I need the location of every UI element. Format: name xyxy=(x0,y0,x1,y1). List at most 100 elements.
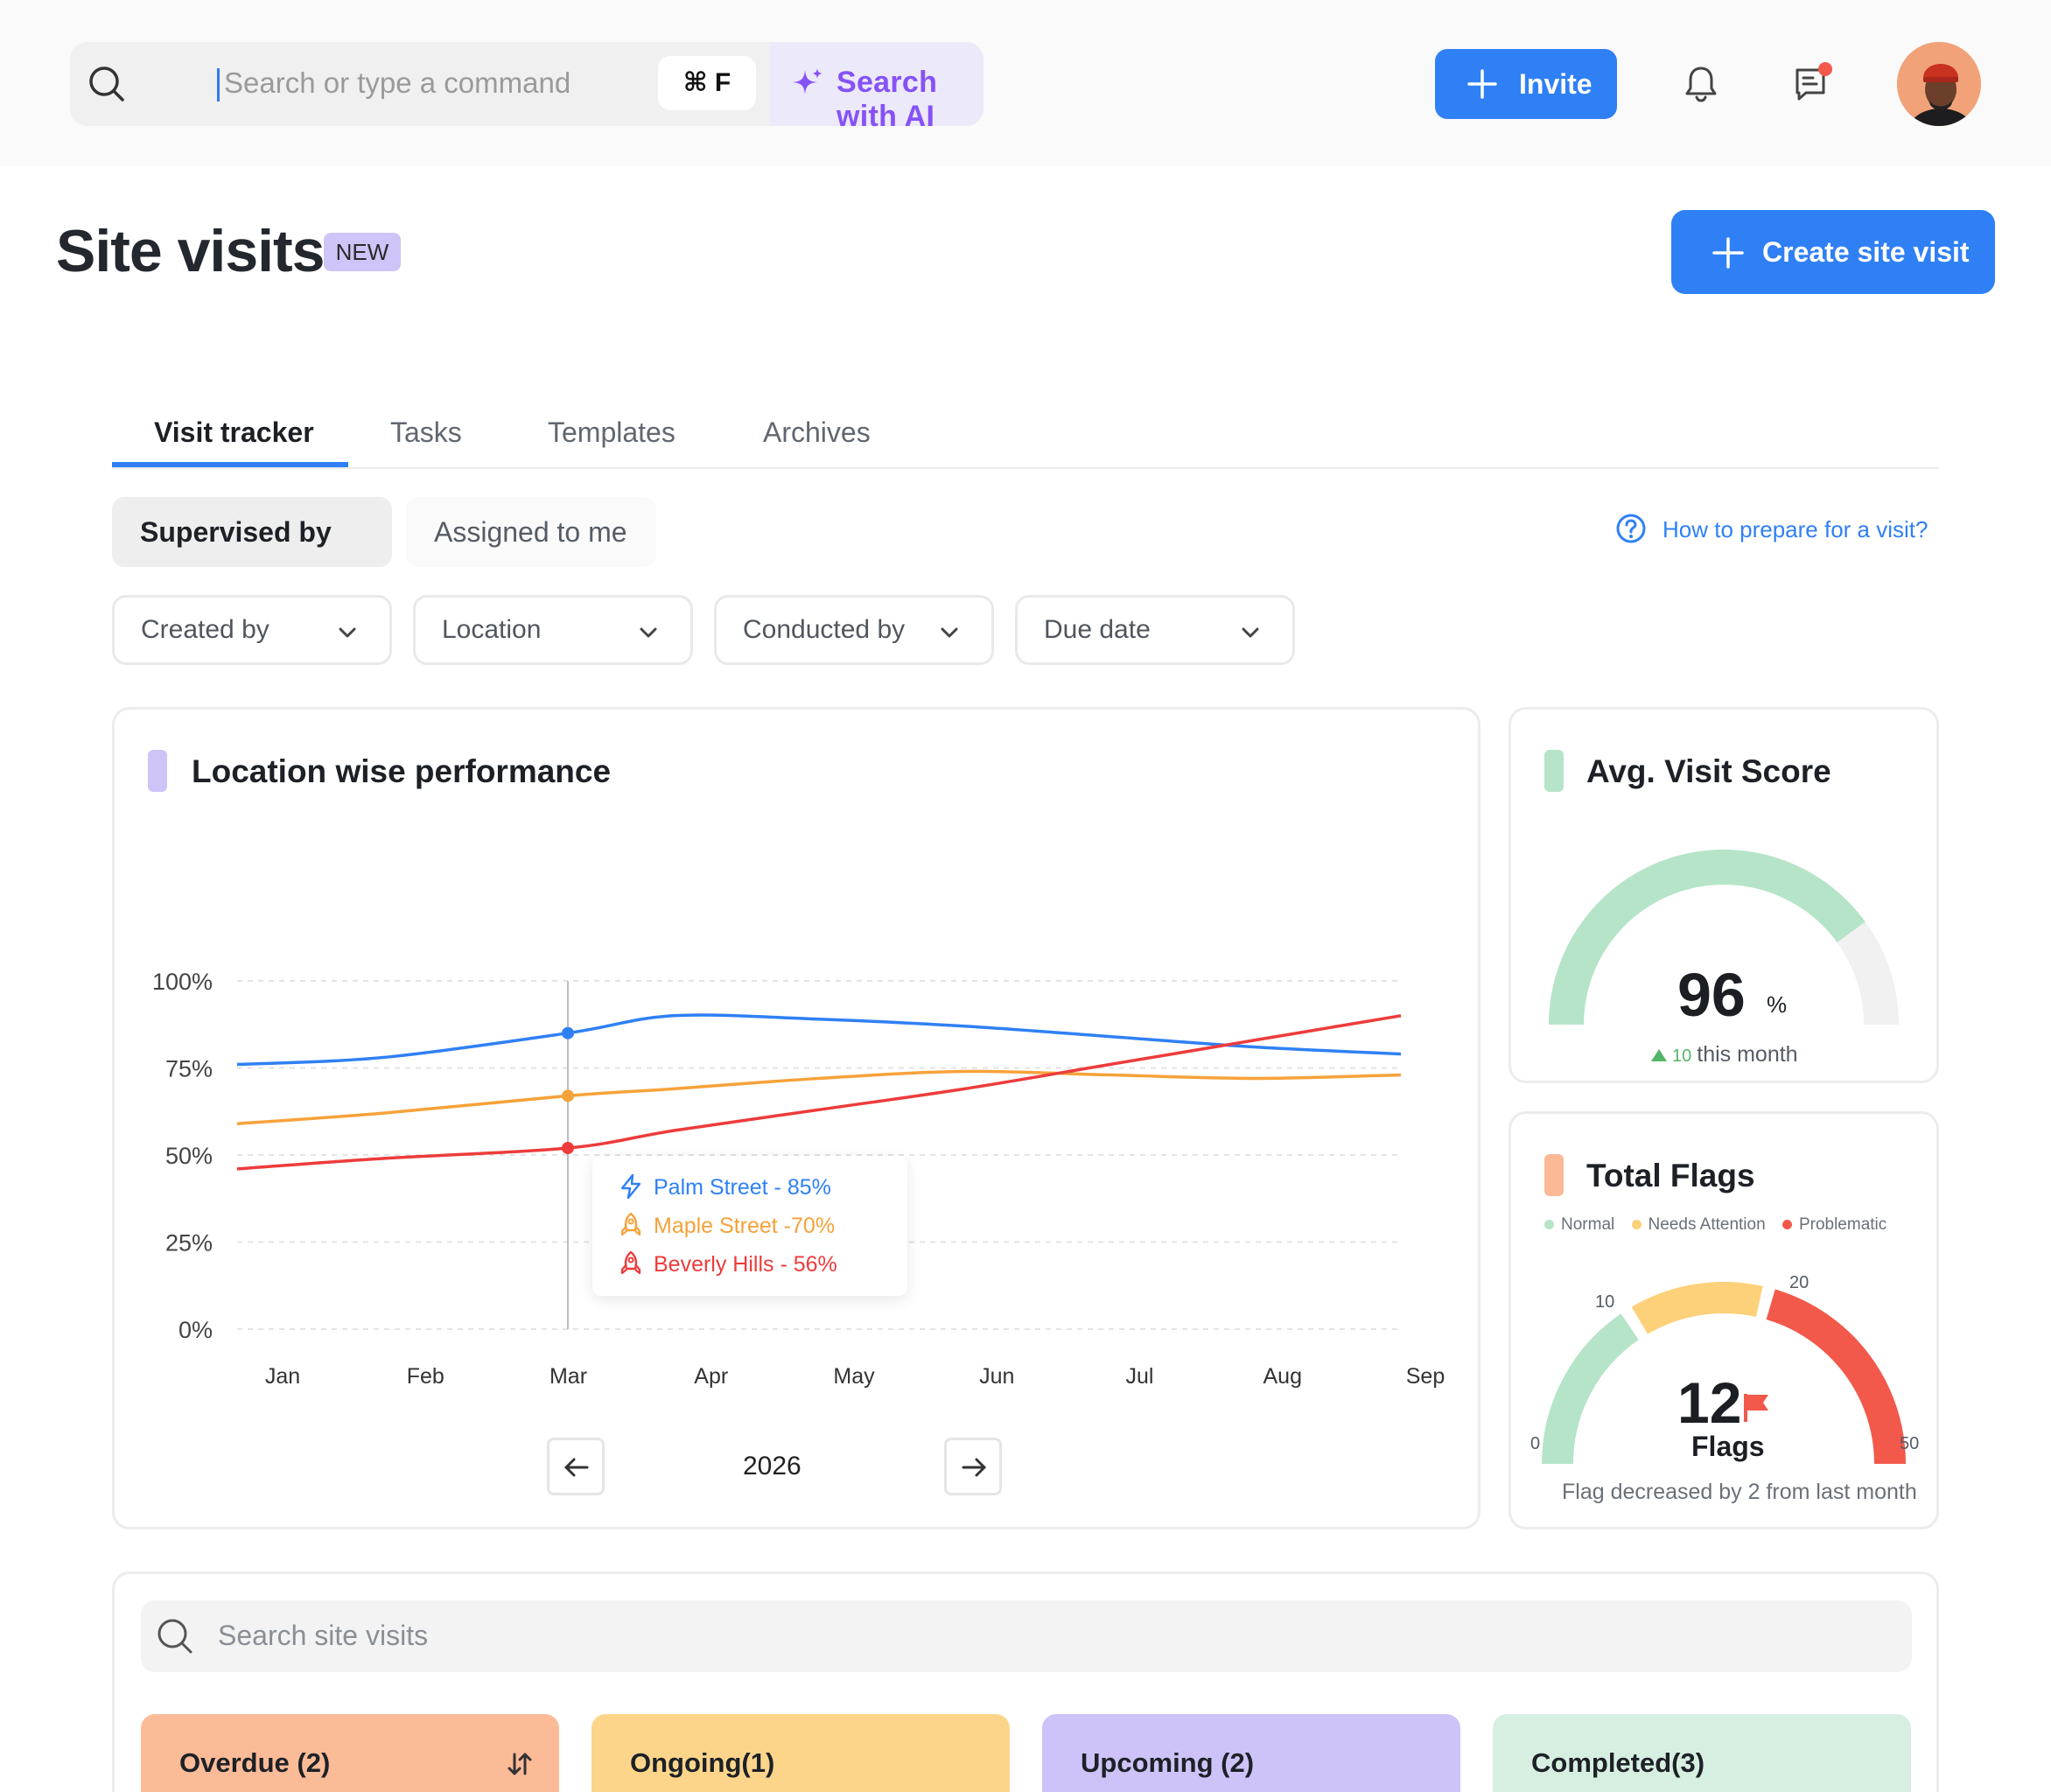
y-tick-label: 25% xyxy=(165,1230,213,1256)
tab-tasks[interactable]: Tasks xyxy=(390,416,462,448)
column-overdue[interactable]: Overdue (2) xyxy=(141,1714,559,1792)
performance-line-chart[interactable]: 100% 75% 50% 25% 0% Jan Feb Mar Apr May Jun Jul Aug S… xyxy=(115,710,1480,1427)
filter-label: Location xyxy=(442,615,542,644)
shortcut-key: ⌘ F xyxy=(658,56,756,110)
legend-normal: Normal xyxy=(1544,1215,1614,1234)
flag-icon xyxy=(1744,1394,1768,1422)
series-line-palm-street[interactable] xyxy=(236,1013,1402,1067)
data-point-maple-street[interactable] xyxy=(562,1089,574,1102)
x-tick-label: May xyxy=(833,1364,875,1389)
search-icon xyxy=(158,1619,192,1654)
performance-card: Location wise performance 100% 75% 50% 25% 0… xyxy=(112,707,1480,1530)
y-tick-label: 0% xyxy=(178,1317,213,1343)
column-upcoming[interactable]: Upcoming (2) xyxy=(1042,1714,1460,1792)
card-accent xyxy=(1544,1154,1564,1196)
search-icon xyxy=(89,66,124,102)
filter-conducted-by[interactable]: Conducted by xyxy=(714,595,994,665)
create-site-visit-button[interactable]: Create site visit xyxy=(1671,210,1995,294)
x-tick-label: Aug xyxy=(1264,1364,1302,1389)
assigned-to-me-toggle[interactable]: Assigned to me xyxy=(406,497,656,567)
column-ongoing[interactable]: Ongoing(1) xyxy=(592,1714,1010,1792)
flag-tick-50: 50 xyxy=(1900,1434,1920,1453)
chart-tooltip: Palm Street - 85% Maple Street -70% Beve… xyxy=(592,1156,907,1296)
data-point-beverly-hills[interactable] xyxy=(562,1142,574,1155)
x-tick-label: Jun xyxy=(979,1364,1014,1389)
y-tick-label: 100% xyxy=(152,969,213,995)
filter-label: Due date xyxy=(1044,615,1151,644)
flags-legend: Normal Needs Attention Problematic xyxy=(1544,1215,1899,1235)
column-label: Upcoming (2) xyxy=(1081,1747,1255,1778)
help-link-label: How to prepare for a visit? xyxy=(1662,516,1928,542)
site-visit-list: Search site visits Overdue (2) Ongoing(1… xyxy=(112,1572,1939,1792)
question-icon xyxy=(1616,514,1646,543)
x-tick-label: Jul xyxy=(1126,1364,1154,1389)
score-value: 96 xyxy=(1677,961,1746,1029)
score-unit: % xyxy=(1767,991,1788,1018)
top-bar: Search or type a command ⌘ F Search with… xyxy=(0,0,2051,166)
chevron-down-icon xyxy=(640,627,657,638)
gauge-segment-needs-attention xyxy=(1631,1282,1763,1334)
trend-up-icon xyxy=(1651,1049,1667,1061)
chevron-down-icon xyxy=(941,627,958,638)
flag-tick-20: 20 xyxy=(1789,1273,1810,1292)
command-search-input[interactable]: Search or type a command xyxy=(224,66,571,99)
flag-tick-10: 10 xyxy=(1595,1292,1615,1312)
create-site-visit-label: Create site visit xyxy=(1762,236,1970,268)
flags-label: Flags xyxy=(1691,1431,1765,1462)
site-visit-search[interactable]: Search site visits xyxy=(141,1600,1912,1672)
performance-title: Location wise performance xyxy=(192,753,612,789)
previous-year-button[interactable] xyxy=(547,1438,605,1495)
invite-button[interactable]: Invite xyxy=(1435,49,1617,119)
tab-visit-tracker[interactable]: Visit tracker xyxy=(154,416,314,448)
unread-dot xyxy=(1818,62,1832,76)
avg-visit-score-title: Avg. Visit Score xyxy=(1586,753,1831,789)
plus-icon xyxy=(1712,237,1744,269)
tab-templates[interactable]: Templates xyxy=(548,416,676,448)
legend-needs-attention: Needs Attention xyxy=(1631,1215,1766,1234)
avatar[interactable] xyxy=(1897,42,1981,126)
card-accent xyxy=(1544,750,1564,792)
bell-icon[interactable] xyxy=(1680,63,1722,105)
total-flags-title: Total Flags xyxy=(1586,1158,1755,1194)
year-label: 2026 xyxy=(743,1452,802,1480)
text-caret xyxy=(217,68,220,102)
new-badge: NEW xyxy=(324,233,401,271)
command-search[interactable]: Search or type a command ⌘ F Search with… xyxy=(70,42,984,133)
gauge-segment-problematic xyxy=(1766,1289,1906,1465)
x-tick-label: Mar xyxy=(550,1364,587,1389)
search-with-ai-label: Search with AI xyxy=(836,66,938,133)
column-label: Overdue (2) xyxy=(179,1747,331,1778)
column-label: Ongoing(1) xyxy=(630,1747,775,1778)
next-year-button[interactable] xyxy=(944,1438,1002,1495)
bolt-icon xyxy=(620,1173,641,1200)
search-with-ai-button[interactable]: Search with AI xyxy=(770,42,984,133)
message-icon[interactable] xyxy=(1792,61,1836,105)
filter-due-date[interactable]: Due date xyxy=(1015,595,1295,665)
series-line-beverly-hills[interactable] xyxy=(236,1014,1402,1171)
flags-value: 12 xyxy=(1677,1370,1742,1435)
flags-gauge xyxy=(1542,1282,1906,1465)
site-visit-search-input[interactable]: Search site visits xyxy=(218,1620,429,1651)
tab-archives[interactable]: Archives xyxy=(763,416,871,448)
y-tick-label: 50% xyxy=(165,1143,213,1169)
series-line-maple-street[interactable] xyxy=(236,1069,1402,1125)
legend-problematic: Problematic xyxy=(1782,1215,1886,1234)
column-completed[interactable]: Completed(3) xyxy=(1493,1714,1911,1792)
score-delta: 10 this month xyxy=(1651,1042,1798,1068)
plus-icon xyxy=(1467,69,1497,99)
chevron-down-icon xyxy=(1242,627,1259,638)
y-tick-label: 75% xyxy=(165,1056,213,1082)
filter-created-by[interactable]: Created by xyxy=(112,595,392,665)
x-tick-label: Jan xyxy=(265,1364,300,1389)
chevron-down-icon xyxy=(339,627,356,638)
arrow-left-icon xyxy=(564,1458,589,1477)
sparkle-icon xyxy=(793,68,822,94)
page-title: Site visits xyxy=(56,218,325,284)
invite-label: Invite xyxy=(1519,68,1592,100)
sort-icon[interactable] xyxy=(505,1749,535,1779)
supervised-by-me-toggle[interactable]: Supervised by me xyxy=(112,497,392,618)
filter-location[interactable]: Location xyxy=(413,595,693,665)
data-point-palm-street[interactable] xyxy=(562,1026,574,1040)
tab-bar: Visit tracker Tasks Templates Archives xyxy=(112,385,1939,469)
flag-tick-0: 0 xyxy=(1530,1434,1541,1453)
